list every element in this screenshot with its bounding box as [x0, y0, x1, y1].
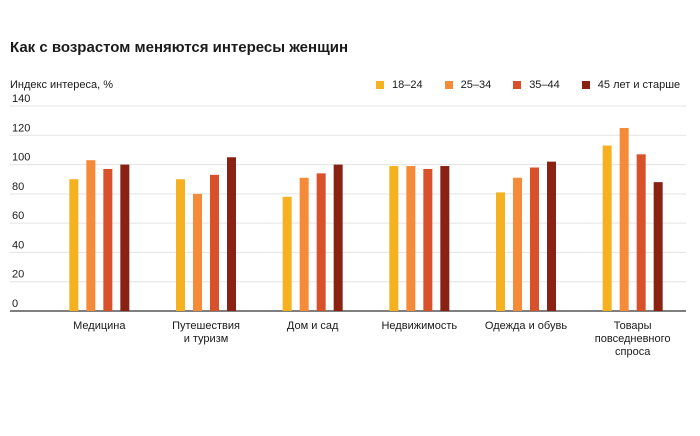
- legend: 18–24 25–34 35–44 45 лет и старше: [376, 79, 680, 91]
- legend-item: 35–44: [513, 79, 560, 91]
- y-tick-label: 60: [12, 210, 24, 222]
- y-tick-label: 100: [12, 152, 30, 164]
- legend-item: 25–34: [444, 79, 492, 91]
- y-tick-label: 80: [12, 181, 24, 193]
- legend-swatch: [444, 81, 453, 89]
- x-category-label-line: Недвижимость: [381, 320, 457, 332]
- bar: [423, 168, 433, 311]
- x-category-label-line: Дом и сад: [287, 320, 339, 332]
- x-category-label: Недвижимость: [381, 320, 457, 332]
- legend-label: 35–44: [529, 79, 560, 91]
- x-category-label-line: повседневного: [595, 333, 671, 345]
- bar: [440, 166, 450, 311]
- bar: [333, 164, 343, 311]
- bar: [547, 161, 556, 311]
- legend-label: 18–24: [392, 79, 423, 91]
- bar: [602, 145, 612, 311]
- legend-swatch: [581, 81, 590, 89]
- legend-item: 45 лет и старше: [581, 79, 681, 91]
- bar: [69, 179, 79, 311]
- bar: [496, 192, 505, 311]
- bar: [513, 177, 522, 311]
- bar: [316, 173, 326, 311]
- x-category-label: Одежда и обувь: [485, 320, 567, 332]
- x-category-label-line: Путешествия: [172, 320, 240, 332]
- y-tick-labels: 0 20 40 60 80 100 120 140: [12, 93, 30, 310]
- bar: [227, 157, 236, 311]
- legend-label: 25–34: [460, 79, 492, 91]
- y-tick-label: 0: [12, 298, 18, 310]
- bar: [530, 167, 539, 311]
- x-category-label: Медицина: [73, 320, 126, 332]
- bar: [653, 182, 663, 311]
- legend-swatch: [376, 81, 384, 89]
- bars: [69, 127, 663, 311]
- bar: [389, 166, 399, 311]
- bar: [193, 193, 202, 311]
- legend-item: 18–24: [376, 79, 423, 91]
- y-axis-label: Индекс интереса, %: [10, 79, 114, 91]
- bar: [210, 174, 219, 311]
- y-tick-label: 20: [12, 269, 24, 281]
- y-tick-label: 140: [12, 93, 30, 105]
- bar: [406, 166, 416, 311]
- legend-label: 45 лет и старше: [597, 79, 681, 91]
- x-category-label-line: Медицина: [73, 320, 126, 332]
- chart-title: Как с возрастом меняются интересы женщин: [10, 39, 349, 56]
- bar: [176, 179, 185, 311]
- bar: [299, 177, 309, 311]
- x-category-label: Товары повседневного спроса: [595, 320, 671, 358]
- x-category-label: Дом и сад: [287, 320, 339, 332]
- bar: [619, 127, 629, 311]
- x-category-label-line: Товары: [614, 320, 652, 332]
- bar: [282, 196, 292, 311]
- legend-swatch: [513, 81, 522, 89]
- bar: [120, 164, 130, 311]
- x-category-label-line: Одежда и обувь: [485, 320, 567, 332]
- x-category-label: Путешествия и туризм: [172, 320, 240, 345]
- x-category-label-line: и туризм: [184, 333, 229, 345]
- y-tick-label: 120: [12, 122, 30, 134]
- x-category-label-line: спроса: [615, 346, 651, 358]
- category-labels: Медицина Путешествия и туризм Дом и сад Недв…: [73, 320, 670, 358]
- y-tick-label: 40: [12, 239, 24, 251]
- bar: [103, 168, 113, 311]
- bar: [86, 160, 96, 311]
- bar: [636, 154, 646, 311]
